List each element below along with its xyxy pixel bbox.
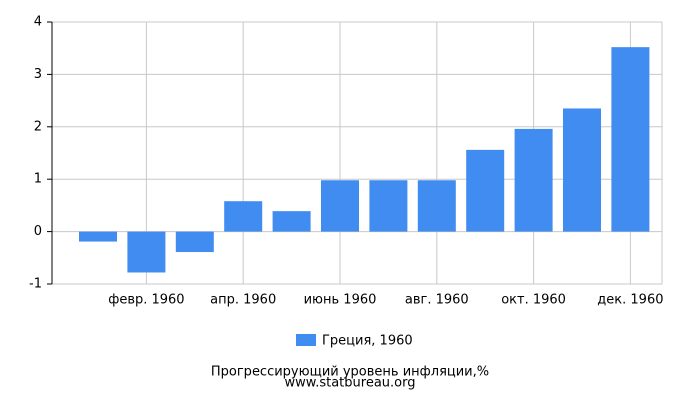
chart-title: Прогрессирующий уровень инфляции,% (211, 365, 489, 380)
bar (175, 231, 214, 253)
y-tick-label: 2 (34, 119, 42, 134)
x-tick-label: авг. 1960 (405, 293, 469, 308)
y-tick-label: 3 (34, 67, 42, 82)
legend-swatch (296, 334, 316, 346)
legend-label: Греция, 1960 (322, 334, 413, 349)
x-tick-label: апр. 1960 (210, 293, 276, 308)
y-tick-label: 0 (34, 224, 42, 239)
bar (611, 47, 650, 232)
bar (514, 128, 553, 232)
bar (79, 231, 117, 242)
x-tick-label: февр. 1960 (108, 293, 184, 308)
y-tick-label: 1 (34, 172, 42, 187)
chart-subtitle: www.statbureau.org (285, 376, 416, 391)
y-tick-label: 4 (34, 15, 42, 30)
x-tick-label: окт. 1960 (501, 293, 566, 308)
x-tick-label: июнь 1960 (304, 293, 377, 308)
bar (466, 149, 505, 232)
bar (272, 211, 311, 232)
bar (369, 180, 408, 232)
bar (417, 180, 456, 232)
bar (224, 201, 263, 232)
bar (321, 180, 359, 232)
bar (563, 108, 601, 232)
bar (127, 231, 166, 273)
x-tick-label: дек. 1960 (597, 293, 663, 308)
y-tick-label: -1 (29, 277, 42, 292)
